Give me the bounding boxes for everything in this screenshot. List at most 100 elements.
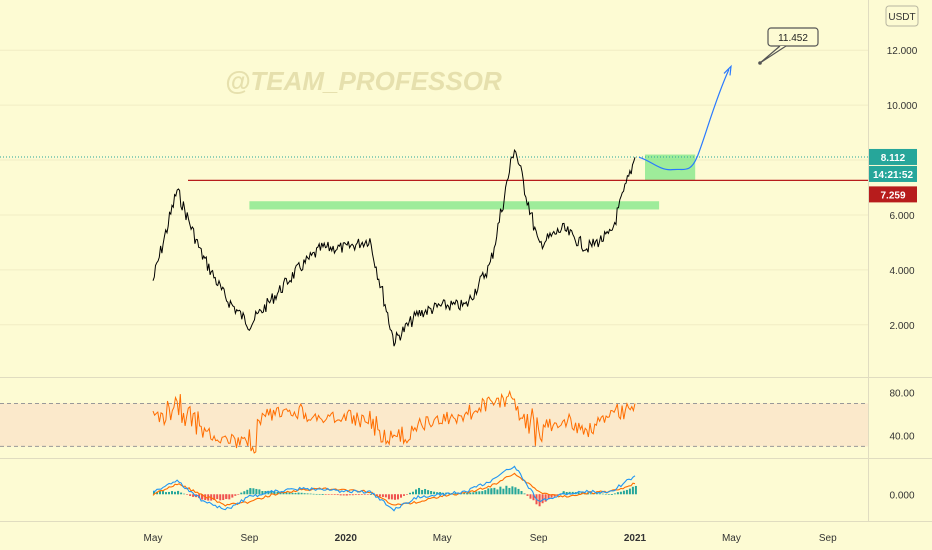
macd-histogram-bar — [463, 492, 466, 495]
macd-histogram-bar — [321, 494, 324, 495]
macd-histogram-bar — [523, 493, 526, 495]
macd-histogram-bar — [409, 492, 411, 495]
macd-histogram-bar — [568, 491, 571, 495]
rsi-tick-label: 80.00 — [889, 389, 914, 400]
macd-histogram-bar — [384, 494, 387, 498]
macd-histogram-bar — [427, 490, 430, 495]
last-price-label-box — [869, 148, 917, 165]
macd-histogram-bar — [231, 494, 234, 498]
price-tick-label: 10.000 — [887, 101, 918, 112]
macd-histogram-bar — [616, 492, 619, 495]
macd-histogram-bar — [162, 491, 164, 495]
macd-histogram-bar — [246, 489, 249, 495]
time-axis: May Sep 2020 May Sep 2021 May Sep — [144, 533, 838, 544]
macd-histogram-bar — [406, 494, 408, 495]
macd-histogram-bar — [243, 491, 246, 495]
macd-histogram-bar — [357, 494, 360, 496]
macd-histogram-bar — [577, 492, 580, 495]
macd-histogram-bar — [294, 493, 297, 495]
price-series — [152, 148, 636, 347]
callout-box — [767, 27, 819, 47]
projection-arrowhead — [723, 64, 732, 76]
macd-histogram-bar — [378, 494, 381, 497]
macd-histogram-bar — [237, 494, 240, 495]
rsi-tick-label: 40.00 — [889, 432, 914, 443]
time-tick-label: Sep — [819, 533, 837, 544]
macd-histogram-bar — [418, 488, 421, 495]
macd-histogram-bar — [589, 493, 592, 495]
macd-histogram-bar — [430, 491, 433, 495]
macd-histogram-bar — [171, 491, 173, 495]
last-price-label: 8.112 — [881, 153, 906, 164]
macd-histogram-bar — [324, 494, 327, 495]
projection-path — [638, 69, 730, 171]
macd-histogram-bar — [375, 494, 378, 496]
currency-label: USDT — [888, 12, 915, 23]
macd-histogram-bar — [222, 494, 225, 501]
macd-histogram-bar — [225, 494, 228, 500]
currency-label-box — [885, 5, 919, 27]
macd-histogram-bar — [213, 494, 216, 501]
macd-histogram-bar — [433, 491, 436, 495]
macd-histogram-bar — [327, 494, 330, 495]
macd-histogram-bar — [153, 491, 155, 495]
macd-histogram-bar — [348, 494, 351, 496]
callout-anchor-dot — [758, 61, 762, 65]
macd-histogram-bar — [216, 494, 219, 500]
macd-histogram-bar — [333, 494, 336, 495]
macd-tick-label: 0.000 — [889, 490, 914, 501]
macd-histogram-bar — [505, 485, 508, 495]
macd-histogram-bar — [397, 494, 399, 500]
resistance-label: 7.259 — [880, 190, 905, 201]
macd-histogram-bar — [394, 494, 396, 500]
price-layer — [152, 148, 636, 347]
price-tick-label: 2.000 — [889, 321, 914, 332]
rsi-band — [0, 403, 868, 447]
countdown-label-box — [869, 165, 917, 182]
macd-histogram-bar — [180, 492, 183, 495]
macd-histogram-bar — [342, 494, 345, 496]
macd-histogram-bar — [604, 493, 607, 495]
macd-histogram-bar — [502, 488, 505, 495]
macd-histogram-bar — [514, 487, 517, 495]
macd-histogram-bar — [351, 494, 354, 496]
macd-histogram-bar — [363, 494, 366, 495]
macd-histogram-bar — [601, 493, 604, 495]
macd-histogram-bar — [234, 494, 237, 496]
time-tick-label: May — [722, 533, 741, 544]
macd-histogram-bar — [339, 494, 342, 496]
macd-histogram-bar — [303, 493, 306, 495]
overlay-layer: 11.452 8.112 14:21:52 7.259 — [638, 27, 917, 203]
macd-histogram-bar — [168, 491, 170, 495]
macd-histogram-bar — [556, 494, 559, 495]
macd-histogram-bar — [532, 494, 535, 501]
macd-histogram-bar — [390, 494, 393, 500]
macd-histogram-bar — [336, 494, 339, 496]
macd-histogram-bar — [484, 490, 487, 495]
macd-histogram-bar — [496, 489, 499, 495]
countdown-label: 14:21:52 — [873, 170, 913, 181]
macd-histogram-bar — [258, 489, 261, 495]
macd-histogram-bar — [499, 486, 502, 495]
zones-layer — [0, 154, 868, 210]
time-tick-label: Sep — [241, 533, 259, 544]
time-tick-label: 2021 — [624, 533, 647, 544]
macd-histogram-bar — [493, 487, 496, 495]
macd-histogram-bar — [625, 489, 628, 495]
price-tick-label: 6.000 — [889, 211, 914, 222]
macd-histogram-bar — [610, 494, 613, 495]
macd-histogram-bar — [219, 494, 222, 501]
macd-histogram-bar — [421, 489, 424, 495]
macd-line — [153, 465, 636, 512]
macd-histogram-bar — [469, 492, 472, 495]
macd-histogram-bar — [598, 493, 601, 495]
macd-histogram-bar — [252, 488, 255, 495]
macd-histogram-bar — [481, 491, 484, 495]
time-tick-label: May — [433, 533, 452, 544]
macd-histogram-bar — [276, 491, 279, 495]
macd-histogram-bar — [201, 494, 204, 499]
macd-histogram-bar — [613, 493, 616, 495]
macd-histogram-bar — [520, 491, 523, 495]
macd-histogram-bar — [529, 494, 532, 499]
